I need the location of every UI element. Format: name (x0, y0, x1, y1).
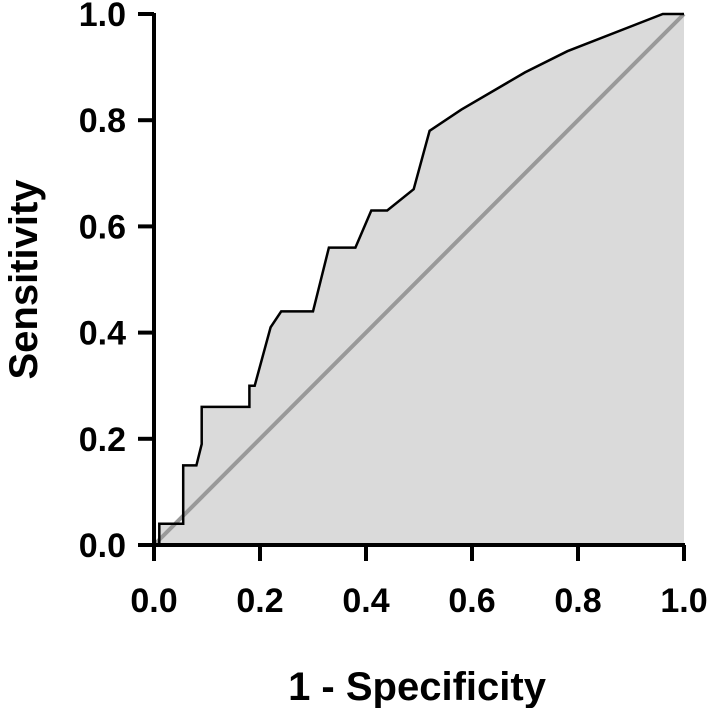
roc-curve-line (154, 12, 684, 547)
axis-ticks: 0.0 0.2 0.4 0.6 0.8 1.0 0.0 0.2 0.4 0.6 0.8 1.0 (79, 0, 708, 620)
y-tick-label: 0.6 (79, 208, 126, 246)
y-axis-title: Sensitivity (2, 179, 46, 380)
y-tick-label: 1.0 (79, 0, 126, 34)
y-tick-label: 0.2 (79, 421, 126, 459)
y-tick-label: 0.4 (79, 315, 126, 353)
reference-diagonal-line (152, 12, 686, 547)
x-tick-label: 1.0 (660, 582, 707, 620)
x-tick-label: 0.2 (236, 582, 283, 620)
y-tick-label: 0.0 (79, 527, 126, 565)
y-tick-label: 0.8 (79, 102, 126, 140)
x-tick-label: 0.6 (448, 582, 495, 620)
x-axis-title: 1 - Specificity (288, 665, 547, 708)
x-tick-label: 0.0 (130, 582, 177, 620)
x-tick-label: 0.4 (342, 582, 389, 620)
x-tick-label: 0.8 (554, 582, 601, 620)
